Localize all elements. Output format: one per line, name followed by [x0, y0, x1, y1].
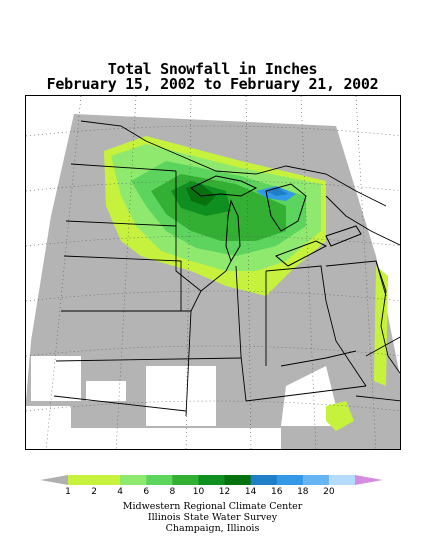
map-canvas	[26, 96, 400, 449]
legend-swatch	[328, 475, 356, 485]
legend-swatch	[146, 475, 173, 485]
legend-swatch	[68, 475, 95, 485]
no-data-areas	[26, 356, 341, 449]
coastline	[80, 120, 400, 374]
legend-tick-label: 20	[323, 487, 335, 497]
legend-swatch	[224, 475, 252, 485]
legend-tick-label: 14	[244, 487, 257, 497]
legend-tick-label: 18	[297, 487, 309, 497]
legend-tick-label: 16	[270, 487, 283, 497]
legend-swatch	[276, 475, 304, 485]
credit-center: Midwestern Regional Climate Center	[122, 501, 303, 512]
state-boundaries	[53, 163, 400, 417]
legend-swatch	[94, 475, 121, 485]
legend-tick-label: 10	[192, 487, 205, 497]
legend-swatch	[250, 475, 278, 485]
legend-low-arrow	[40, 475, 68, 485]
legend-colorbar	[40, 475, 383, 485]
legend-high-arrow	[355, 475, 383, 485]
legend-tick-label: 6	[143, 487, 150, 497]
legend-tick-label: 12	[218, 487, 231, 497]
legend-swatch	[198, 475, 226, 485]
credit-survey: Illinois State Water Survey	[147, 512, 278, 523]
legend-tick-label: 4	[117, 487, 124, 497]
legend-labels: 1 2 4 6 8 10 12 14 16 18 20	[0, 486, 425, 500]
snowfall-shading	[104, 136, 388, 431]
legend-swatch	[172, 475, 199, 485]
graticule	[26, 96, 400, 449]
legend-swatch	[120, 475, 147, 485]
legend-swatch	[302, 475, 330, 485]
map-title: Total Snowfall in Inches	[107, 60, 318, 78]
legend-tick-label: 8	[169, 487, 176, 497]
map-date-range: February 15, 2002 to February 21, 2002	[46, 75, 379, 93]
legend-tick-label: 1	[65, 487, 71, 497]
snowfall-map	[25, 95, 401, 450]
legend-tick-label: 2	[91, 487, 97, 497]
credit-location: Champaign, Illinois	[165, 523, 260, 534]
